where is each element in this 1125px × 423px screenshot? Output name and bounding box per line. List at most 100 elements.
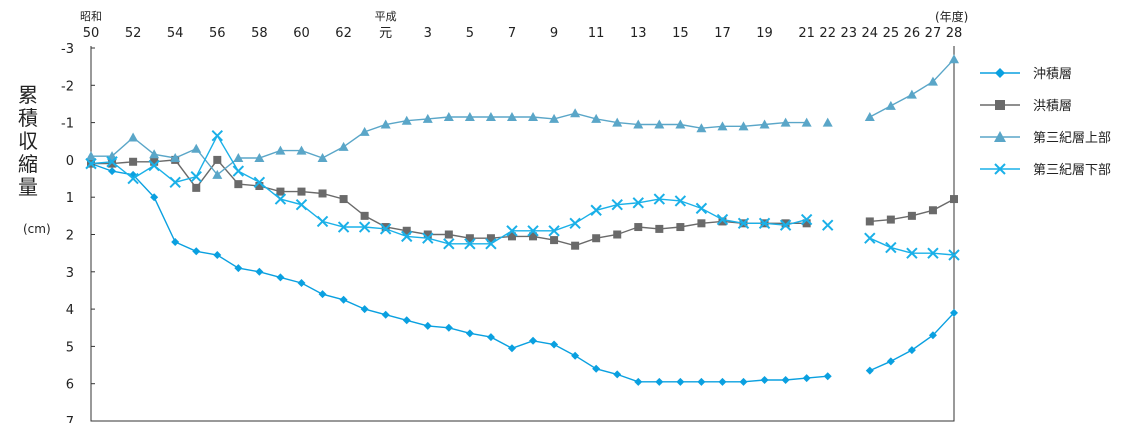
data-point <box>191 143 202 153</box>
data-point <box>821 219 834 231</box>
data-point <box>465 234 474 243</box>
axis-frame <box>90 46 955 422</box>
data-point <box>632 197 644 209</box>
data-point <box>823 372 832 381</box>
data-point <box>464 238 476 250</box>
data-point <box>381 310 390 319</box>
x-tick-label: 58 <box>251 26 268 41</box>
data-point <box>358 221 371 233</box>
y-axis-title-char: 縮 <box>18 152 38 176</box>
series-line <box>90 162 828 383</box>
data-point <box>150 157 159 166</box>
x-tick-label: 21 <box>798 26 815 41</box>
data-point <box>275 145 286 155</box>
data-point <box>401 230 413 243</box>
data-point <box>592 364 601 373</box>
data-point <box>529 336 538 345</box>
data-point <box>506 112 517 122</box>
data-point <box>548 225 560 237</box>
data-point <box>444 323 453 332</box>
data-point <box>381 223 390 232</box>
data-point <box>170 153 181 163</box>
data-point <box>443 238 455 250</box>
data-point <box>297 278 306 287</box>
data-point <box>718 217 727 226</box>
data-point <box>255 182 264 191</box>
y-tick-label: -2 <box>61 79 74 94</box>
data-point <box>234 264 243 273</box>
data-point <box>994 163 1006 175</box>
x-tick-label: 56 <box>209 26 226 41</box>
data-point <box>655 224 664 233</box>
data-point <box>402 316 411 325</box>
x-tick-label: 5 <box>466 26 474 41</box>
data-point <box>402 226 411 235</box>
data-point <box>612 117 623 127</box>
data-point <box>337 221 350 233</box>
data-point <box>633 119 644 129</box>
data-point <box>150 193 159 202</box>
data-point <box>800 213 813 226</box>
y-tick-labels: -3 -2 -1 0 1 2 3 4 5 6 7 <box>61 42 74 423</box>
x-tick-label: 26 <box>904 26 921 41</box>
data-point <box>591 113 602 123</box>
y-axis-title-char: 累 <box>18 83 38 107</box>
data-point <box>380 119 391 129</box>
y-tick-label: -1 <box>61 117 74 132</box>
data-point <box>485 238 497 250</box>
x-tick-label: 3 <box>424 26 432 41</box>
data-point <box>571 241 580 250</box>
data-point <box>360 211 369 220</box>
data-point <box>211 129 224 142</box>
data-point <box>696 123 707 133</box>
data-point <box>949 54 959 64</box>
x-tick-label: 22 <box>819 26 836 41</box>
legend-item: 第三紀層下部 <box>980 163 1111 178</box>
data-point <box>928 206 937 215</box>
y-tick-label: 2 <box>66 229 74 244</box>
legend-label: 沖積層 <box>1033 67 1072 82</box>
data-point <box>569 217 581 230</box>
x-tick-label: 25 <box>883 26 900 41</box>
series-layer <box>85 54 960 386</box>
x-tick-label: 24 <box>862 26 879 41</box>
data-point <box>613 230 622 239</box>
data-point <box>464 112 475 122</box>
legend-item: 沖積層 <box>980 67 1072 82</box>
data-point <box>129 157 138 166</box>
data-point <box>212 169 223 179</box>
x-tick-label: 7 <box>508 26 516 41</box>
x-tick-label: 元 <box>379 26 392 41</box>
data-point <box>127 172 139 185</box>
data-point <box>339 195 348 204</box>
data-point <box>676 223 685 232</box>
x-tick-labels: 50 52 54 56 58 60 62 元 3 5 7 9 11 13 15 17 19 21 22 23 24 25 2… <box>83 26 963 41</box>
data-point <box>864 232 876 244</box>
data-point <box>148 159 160 172</box>
data-point <box>675 119 686 129</box>
data-point <box>317 153 328 163</box>
data-point <box>995 100 1005 110</box>
x-tick-label: 50 <box>83 26 100 41</box>
data-point <box>865 217 874 226</box>
y-axis-title-char: 量 <box>18 175 38 199</box>
data-point <box>927 76 938 86</box>
legend-item: 第三紀層上部 <box>980 131 1111 146</box>
data-point <box>737 217 750 230</box>
data-point <box>907 211 916 220</box>
x-tick-label: 11 <box>588 26 605 41</box>
data-point <box>995 68 1005 78</box>
series-line <box>91 112 807 176</box>
data-point <box>760 375 769 384</box>
x-tick-label: 54 <box>167 26 184 41</box>
x-axis-unit: (年度) <box>935 9 968 24</box>
y-tick-label: 7 <box>66 415 74 423</box>
series-3 <box>86 54 959 179</box>
data-point <box>422 232 434 244</box>
data-point <box>318 189 327 198</box>
data-point <box>379 223 392 235</box>
data-point <box>674 195 687 207</box>
data-point <box>928 331 937 340</box>
data-point <box>506 225 518 237</box>
data-point <box>994 131 1006 142</box>
